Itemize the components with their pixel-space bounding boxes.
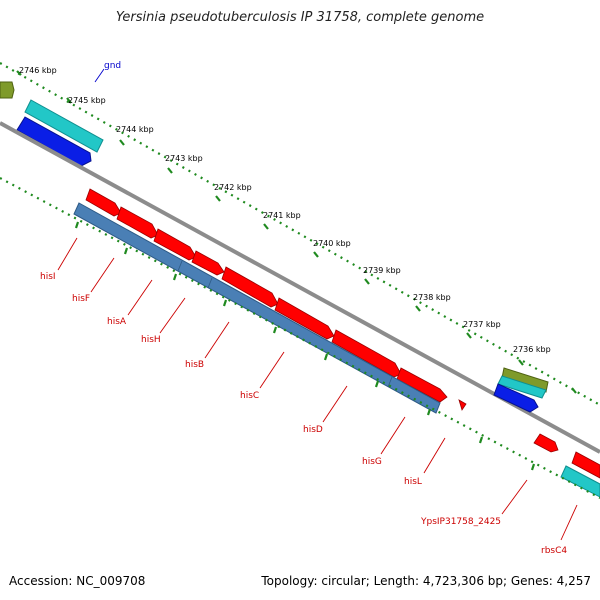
gene-label-hisA[interactable]: hisA	[107, 317, 127, 327]
leader-hisL	[423, 437, 446, 474]
genome-summary-text: Topology: circular; Length: 4,723,306 bp…	[261, 574, 591, 588]
gene-label-hisI[interactable]: hisI	[40, 272, 56, 282]
gene-label-hisD[interactable]: hisD	[303, 425, 323, 435]
tick-mark	[571, 387, 577, 394]
gene-arrow	[85, 188, 122, 217]
gene-arrow	[191, 250, 225, 276]
gene-label-hisB[interactable]: hisB	[185, 360, 204, 370]
gene-label-hisC[interactable]: hisC	[240, 391, 259, 401]
olive-feature	[0, 81, 15, 99]
tick-mark	[466, 332, 472, 339]
his-operon-cds-band	[73, 202, 441, 414]
tick-mark	[167, 167, 173, 174]
tick-mark	[364, 278, 370, 285]
tick-mark	[74, 221, 80, 229]
leader-hisF	[90, 257, 115, 293]
tick-mark	[16, 70, 22, 76]
coordinate-labels: 2746 kbp 2745 kbp 2744 kbp 2743 kbp 2742…	[19, 66, 551, 354]
leader-hisD	[322, 385, 348, 423]
outer-major-ticks	[16, 70, 577, 394]
tick-mark	[222, 299, 228, 307]
outer-dotted-track	[0, 62, 600, 406]
leader-hisA	[127, 279, 153, 316]
gene-arrow	[116, 206, 159, 239]
hisL-arrow	[458, 399, 467, 411]
cds-divider	[177, 260, 183, 272]
tick-mark	[172, 273, 178, 281]
tick-mark	[415, 305, 421, 312]
forward-genes	[85, 188, 600, 479]
gene-label-hisH[interactable]: hisH	[141, 335, 161, 345]
tick-mark	[123, 247, 129, 255]
coord-label: 2741 kbp	[263, 211, 301, 220]
leader-rbsC4	[560, 504, 578, 541]
gene-labels: gnd hisI hisF hisA hisH hisB hisC hisD h…	[40, 61, 567, 556]
gene-label-rbsC4[interactable]: rbsC4	[541, 546, 567, 556]
coord-label: 2740 kbp	[313, 239, 351, 248]
coord-label: 2737 kbp	[463, 320, 501, 329]
gene-arrow	[571, 451, 600, 479]
cyan-feature	[24, 99, 104, 153]
leader-hisC	[259, 351, 285, 389]
tick-mark	[215, 195, 221, 202]
cds-divider	[387, 376, 393, 388]
gene-arrow	[221, 266, 279, 308]
leader-hisH	[159, 297, 186, 334]
gene-arrow	[533, 433, 559, 453]
coord-label: 2746 kbp	[19, 66, 57, 75]
gene-label-leaders	[57, 68, 578, 541]
gene-label-hisL[interactable]: hisL	[404, 477, 422, 487]
gene-label-hisG[interactable]: hisG	[362, 457, 382, 467]
cyan-feature	[560, 465, 600, 498]
tick-mark	[119, 139, 125, 146]
leader-YpsIP31758_2425	[501, 479, 528, 515]
inner-tick-ruler	[0, 177, 600, 499]
coord-label: 2745 kbp	[68, 96, 106, 105]
gene-arrow	[331, 329, 402, 378]
tick-mark	[263, 223, 269, 230]
accession-text: Accession: NC_009708	[9, 574, 146, 588]
leader-hisB	[204, 321, 230, 359]
cyan-feature	[497, 375, 547, 399]
coord-label: 2742 kbp	[214, 183, 252, 192]
leader-hisG	[380, 416, 406, 455]
gene-arrow	[274, 297, 335, 340]
coord-label: 2738 kbp	[413, 293, 451, 302]
coord-label: 2743 kbp	[165, 154, 203, 163]
map-title: Yersinia pseudotuberculosis IP 31758, co…	[115, 10, 485, 25]
tick-mark	[272, 326, 278, 334]
gene-label-gnd[interactable]: gnd	[104, 61, 121, 71]
coord-label: 2744 kbp	[116, 125, 154, 134]
olive-feature	[501, 367, 549, 393]
blue-feature	[493, 383, 539, 413]
tick-mark	[426, 408, 432, 416]
tick-mark	[374, 380, 380, 388]
gene-arrow	[396, 367, 448, 403]
cds-band-dividers	[177, 260, 393, 388]
outer-tick-ruler	[0, 62, 600, 406]
coord-label: 2739 kbp	[363, 266, 401, 275]
inner-major-ticks	[74, 221, 536, 471]
tick-mark	[323, 353, 329, 361]
leader-hisI	[57, 237, 78, 271]
blue-feature	[16, 116, 92, 167]
tick-mark	[518, 359, 524, 366]
leader-gnd	[94, 68, 105, 83]
gene-label-YpsIP31758_2425[interactable]: YpsIP31758_2425	[420, 517, 501, 527]
coord-label: 2736 kbp	[513, 345, 551, 354]
inner-dotted-track	[0, 177, 600, 499]
gene-label-hisF[interactable]: hisF	[72, 294, 90, 304]
tick-mark	[530, 463, 536, 471]
cds-divider	[207, 277, 213, 289]
gene-arrow	[153, 228, 197, 261]
tick-mark	[66, 97, 72, 104]
tick-mark	[313, 251, 319, 258]
tick-mark	[478, 436, 484, 444]
